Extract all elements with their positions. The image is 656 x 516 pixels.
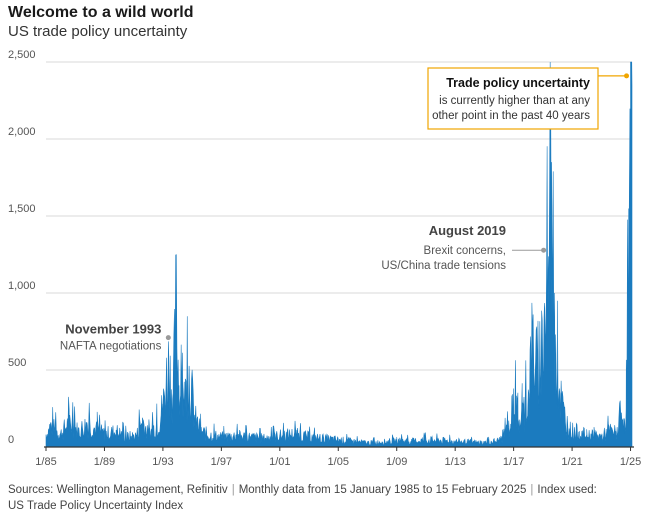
x-tick-label-2025: 1/25 [620,456,641,468]
annotation-title-nov-1993: November 1993 [65,322,161,337]
chart-title: Welcome to a wild world [8,4,194,21]
x-tick-label-2001: 1/01 [269,456,290,468]
footer-sources: Sources: Wellington Management, Refiniti… [8,484,228,496]
callout-box [427,67,599,130]
y-tick-label-1500: 1,500 [8,203,36,215]
x-tick-label-2005: 1/05 [328,456,349,468]
x-tick-label-1985: 1/85 [35,456,56,468]
x-tick-label-1989: 1/89 [94,456,115,468]
x-tick-label-1993: 1/93 [152,456,173,468]
y-tick-label-0: 0 [8,434,14,446]
callout-text-line2: other point in the past 40 years [432,110,590,122]
y-tick-label-500: 500 [8,357,26,369]
y-tick-label-2000: 2,000 [8,126,36,138]
chart-footer: Sources: Wellington Management, Refiniti… [8,484,597,512]
y-tick-label-2500: 2,500 [8,49,36,61]
footer-index-name: US Trade Policy Uncertainty Index [8,500,184,512]
footer-index: Index used: [537,484,597,496]
annotation-marker-aug-2019 [541,247,547,253]
callout-title: Trade policy uncertainty [446,76,590,90]
series-area [45,61,633,448]
y-tick-label-1000: 1,000 [8,280,36,292]
area-chart: 0 500 1,000 1,500 2,000 2,500 1/85 1/89 1/93 1/97… [8,49,641,468]
x-tick-label-2013: 1/13 [444,456,465,468]
annotation-text-nov-1993: NAFTA negotiations [60,341,162,353]
footer-period: Monthly data from 15 January 1985 to 15 … [238,484,527,496]
x-tick-label-2021: 1/21 [561,456,582,468]
callout-marker [624,73,630,79]
annotation-title-aug-2019: August 2019 [429,223,506,238]
callout-text-line1: is currently higher than at any [439,95,590,107]
annotation-text-aug-2019-line1: Brexit concerns, [424,245,506,257]
annotation-text-aug-2019-line2: US/China trade tensions [381,260,506,272]
x-tick-label-2017: 1/17 [503,456,524,468]
x-tick-label-1997: 1/97 [211,456,232,468]
annotation-marker-nov-1993 [165,335,171,341]
x-tick-label-2009: 1/09 [386,456,407,468]
chart-subtitle: US trade policy uncertainty [8,23,188,40]
